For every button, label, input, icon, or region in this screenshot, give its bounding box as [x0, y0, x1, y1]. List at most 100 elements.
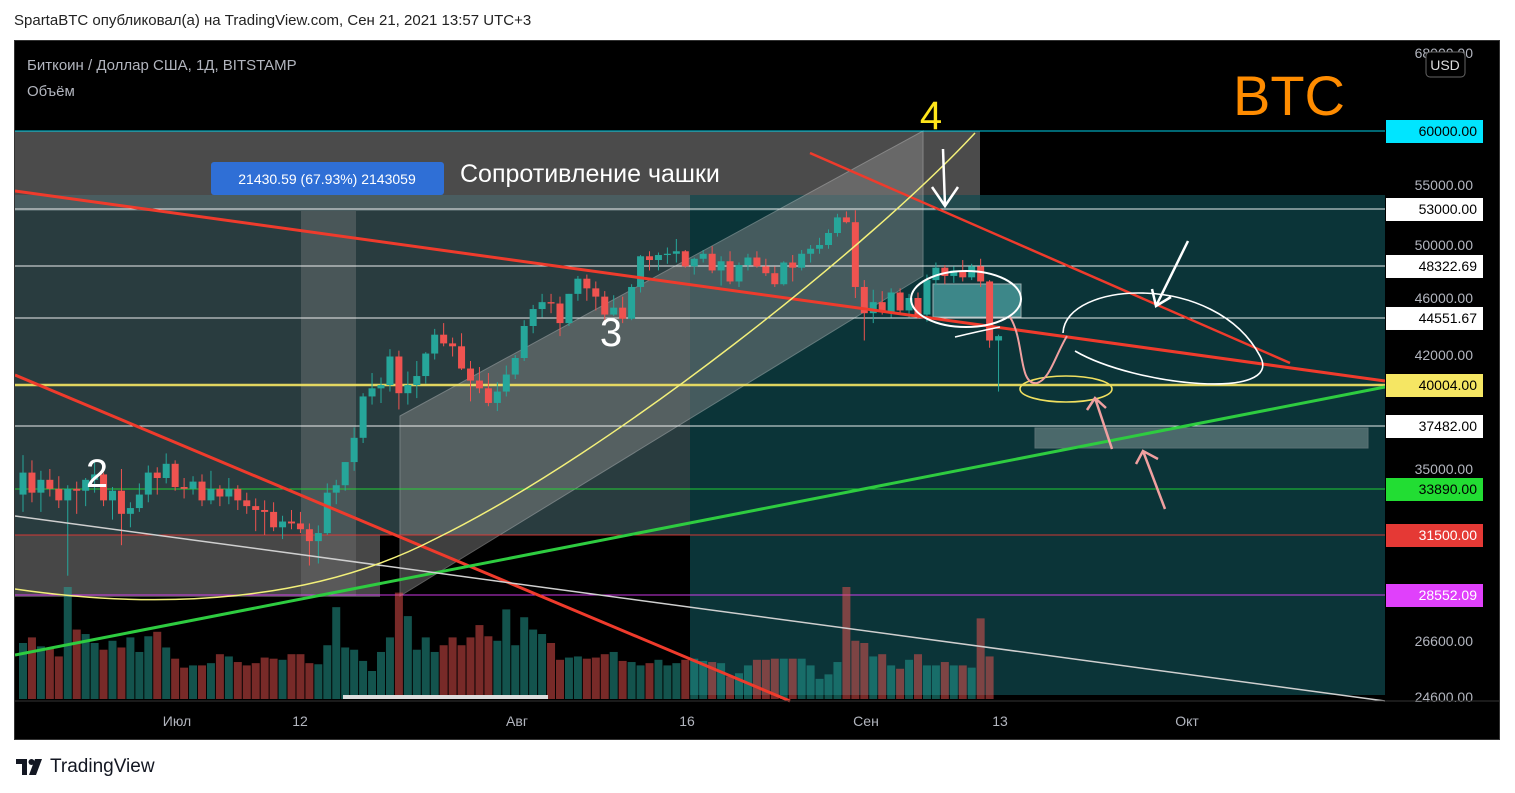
candle[interactable] [511, 355, 519, 380]
candle[interactable] [126, 502, 134, 528]
candle[interactable] [842, 211, 850, 224]
candle[interactable] [422, 352, 430, 384]
price-level-tag[interactable]: 28552.09 [1386, 583, 1483, 607]
candle[interactable] [395, 350, 403, 410]
candle[interactable] [493, 382, 501, 412]
candle[interactable] [341, 462, 349, 491]
price-level-tag[interactable]: 40004.00 [1386, 374, 1483, 397]
candle[interactable] [672, 239, 680, 263]
candle[interactable] [798, 250, 806, 271]
candle[interactable] [574, 275, 582, 301]
candle[interactable] [484, 373, 492, 407]
candle[interactable] [207, 470, 215, 505]
candle[interactable] [162, 453, 170, 484]
candle[interactable] [386, 349, 394, 392]
candle[interactable] [637, 255, 645, 293]
candle[interactable] [628, 284, 636, 321]
candle[interactable] [440, 323, 448, 347]
price-level-tag[interactable]: 53000.00 [1386, 198, 1483, 221]
candle[interactable] [771, 266, 779, 287]
candle[interactable] [100, 472, 108, 507]
candle[interactable] [941, 265, 949, 285]
red-trendline-upper[interactable] [15, 189, 1386, 383]
candle[interactable] [869, 289, 877, 324]
candle[interactable] [252, 498, 260, 532]
candle[interactable] [270, 502, 278, 532]
candle[interactable] [807, 245, 815, 263]
candle[interactable] [646, 251, 653, 271]
candle[interactable] [744, 253, 752, 271]
candle[interactable] [449, 337, 457, 357]
candle[interactable] [619, 296, 627, 324]
price-level-tag[interactable]: 31500.00 [1386, 524, 1483, 547]
candle[interactable] [332, 479, 340, 505]
candle[interactable] [690, 257, 698, 275]
candle[interactable] [91, 462, 99, 493]
candle[interactable] [288, 509, 295, 530]
red-trendline-short[interactable] [809, 151, 1291, 365]
candle[interactable] [198, 474, 206, 507]
candle[interactable] [153, 467, 161, 495]
candle[interactable] [708, 246, 716, 274]
price-level-tag[interactable]: 48322.69 [1386, 254, 1483, 278]
candle[interactable] [189, 476, 197, 495]
candle[interactable] [538, 293, 546, 318]
candle[interactable] [305, 523, 313, 566]
candle[interactable] [377, 377, 385, 403]
candle[interactable] [735, 262, 743, 287]
candle[interactable] [753, 251, 761, 268]
candle[interactable] [851, 210, 859, 298]
candle[interactable] [64, 485, 72, 576]
candle[interactable] [359, 393, 367, 444]
candle[interactable] [475, 367, 483, 394]
candle[interactable] [323, 483, 331, 535]
candle[interactable] [28, 460, 36, 503]
candle[interactable] [82, 478, 90, 507]
candle[interactable] [520, 320, 528, 362]
candle[interactable] [914, 292, 922, 319]
tradingview-brand[interactable]: TradingView [16, 756, 155, 778]
candle[interactable] [458, 333, 466, 371]
candle[interactable] [592, 281, 600, 311]
candle[interactable] [368, 373, 376, 405]
candle[interactable] [180, 478, 188, 499]
currency-box[interactable] [1425, 51, 1466, 78]
candle[interactable] [243, 492, 251, 514]
price-level-tag[interactable]: 37482.00 [1386, 415, 1483, 438]
price-chart[interactable]: 68000.0055000.0050000.0046000.0042000.00… [15, 41, 1500, 740]
candle[interactable] [55, 476, 63, 509]
candle[interactable] [279, 515, 287, 540]
candle[interactable] [556, 296, 564, 337]
price-level-tag[interactable]: 33890.00 [1386, 478, 1483, 501]
chart-frame[interactable]: 68000.0055000.0050000.0046000.0042000.00… [14, 40, 1500, 740]
candle[interactable] [663, 247, 671, 264]
candle[interactable] [413, 361, 421, 399]
candle[interactable] [905, 293, 913, 318]
candle[interactable] [261, 500, 269, 535]
candle[interactable] [350, 427, 358, 471]
price-level-tag[interactable]: 60000.00 [1386, 120, 1483, 143]
candle[interactable] [833, 213, 841, 237]
candle[interactable] [601, 291, 609, 324]
red-trendline-lower[interactable] [15, 373, 791, 703]
candle[interactable] [135, 483, 143, 512]
grey-trendline[interactable] [15, 515, 1386, 702]
candle[interactable] [654, 252, 662, 271]
candle[interactable] [681, 250, 689, 268]
cup-curve[interactable] [15, 132, 976, 601]
candle[interactable] [565, 293, 573, 326]
candle[interactable] [699, 250, 707, 263]
candle[interactable] [995, 334, 1003, 392]
candle[interactable] [529, 304, 537, 334]
candle[interactable] [234, 485, 242, 510]
candle[interactable] [296, 511, 304, 534]
candle[interactable] [502, 365, 510, 397]
green-trendline[interactable] [15, 385, 1386, 657]
candle[interactable] [404, 371, 412, 405]
candle[interactable] [117, 469, 125, 546]
candle[interactable] [762, 258, 770, 276]
candle[interactable] [73, 481, 81, 514]
candle[interactable] [431, 328, 439, 360]
candle[interactable] [46, 469, 54, 497]
candle[interactable] [216, 485, 224, 507]
